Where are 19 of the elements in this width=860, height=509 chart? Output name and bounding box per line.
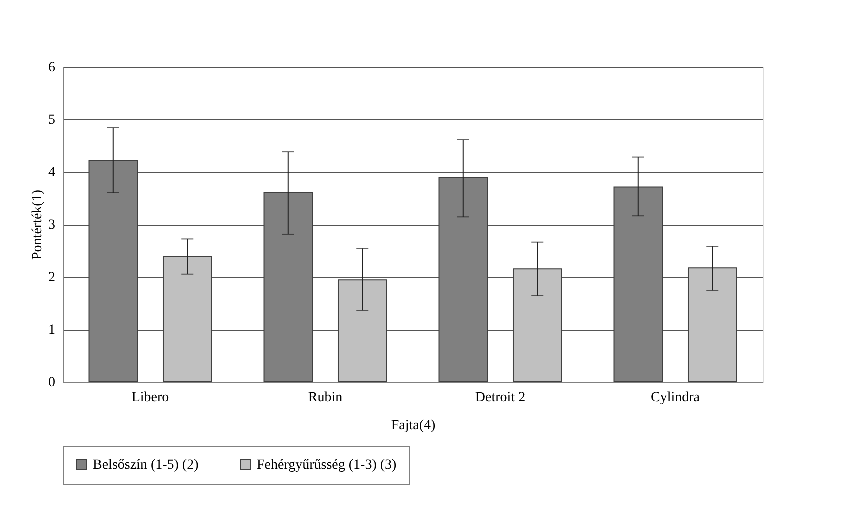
x-axis-title: Fajta(4) [391,418,436,434]
bar [688,268,738,382]
y-tick-label: 3 [48,218,56,233]
bar [512,268,562,382]
x-tick-label: Cylindra [651,390,701,406]
legend-label: Fehérgyűrűsség (1-3) (3) [257,458,398,473]
bar [338,280,388,382]
bar [162,256,212,382]
y-tick-label: 2 [48,270,56,286]
x-tick-label: Libero [132,390,170,406]
y-axis-title: Pontérték(1) [30,190,46,260]
legend-label: Belsőszín (1-5) (2) [93,458,200,473]
y-tick-label: 1 [48,323,56,338]
y-tick-label: 5 [48,113,56,128]
y-tick-label: 4 [48,166,56,180]
y-tick-label: 0 [48,376,56,390]
y-tick-label: 6 [48,60,56,76]
x-tick-label: Detroit 2 [475,390,526,406]
x-tick-label: Rubin [308,390,343,406]
